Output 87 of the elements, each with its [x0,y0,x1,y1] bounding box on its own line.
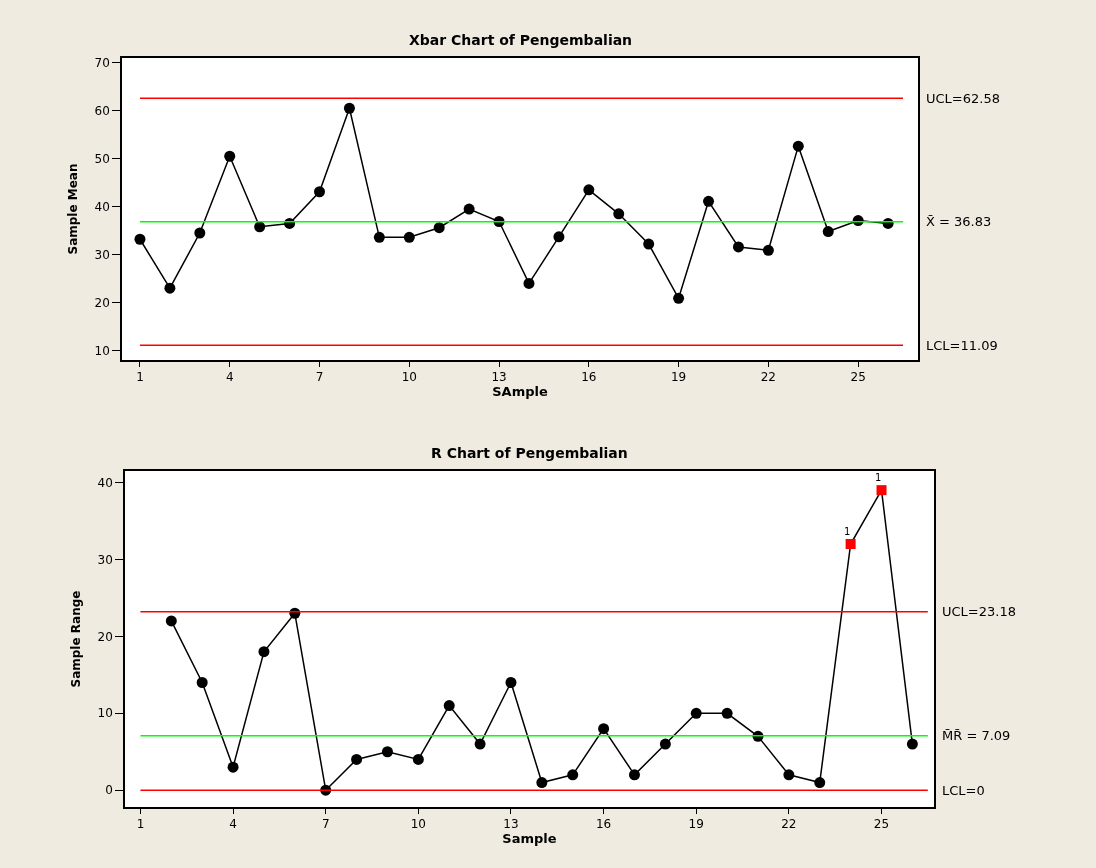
x-tick-label: 25 [850,370,866,385]
x-tick-label: 16 [595,817,612,832]
y-tick-label: 50 [94,151,110,166]
x-tick-label: 4 [225,370,234,385]
point [373,231,385,243]
point [598,723,610,735]
point [721,707,733,719]
point [165,615,177,627]
x-tick-label: 4 [229,817,237,832]
point [583,184,595,196]
chart-title: R Chart of Pengembalian [431,445,628,461]
annotation: 1 [875,472,882,483]
point [703,195,715,207]
ref-line-label: LCL=11.09 [926,338,998,353]
point [845,539,856,550]
point [403,231,415,243]
point [567,769,579,781]
point [690,707,702,719]
y-tick-label: 20 [94,295,110,310]
y-axis-title: Sample Range [69,590,84,688]
point [224,150,236,162]
x-tick-label: 10 [410,817,426,832]
x-axis-title: Sample [502,831,557,847]
point [628,769,640,781]
ref-line-label: X̄ = 36.83 [926,214,992,229]
x-tick-label: 1 [136,370,144,385]
annotation: 1 [844,526,851,537]
point [822,226,834,238]
point [463,203,475,215]
x-tick-label: 7 [321,817,330,832]
point [613,208,625,220]
x-axis-title: SAmple [492,384,548,400]
y-tick-label: 30 [97,552,113,567]
point [659,738,671,750]
point [474,738,486,750]
point [814,777,826,789]
y-tick-label: 20 [97,629,113,644]
x-tick-label: 22 [781,817,797,832]
point [792,140,804,152]
y-tick-label: 0 [105,783,113,798]
point [783,769,795,781]
point [343,102,355,114]
ref-line-label: M̄R̄ = 7.09 [942,728,1011,743]
y-tick-label: 10 [94,343,110,358]
y-tick-label: 70 [94,55,110,70]
y-tick-label: 40 [94,199,110,214]
x-tick-label: 19 [688,817,704,832]
point [536,777,548,789]
point [906,738,918,750]
point [553,231,565,243]
point [412,753,424,765]
x-tick-label: 10 [401,370,417,385]
point [732,241,744,253]
point [673,292,685,304]
point [876,485,887,496]
x-tick-label: 16 [581,370,597,385]
point [643,238,655,250]
point [381,746,393,758]
point [227,761,239,773]
y-tick-label: 60 [94,103,110,118]
ref-line-label: LCL=0 [942,783,985,798]
x-tick-label: 13 [503,817,519,832]
x-tick-label: 13 [491,370,507,385]
point [523,277,535,289]
point [164,282,176,294]
y-tick-label: 30 [94,247,110,262]
point [258,646,270,658]
ref-line-label: UCL=62.58 [926,91,1000,106]
point [196,677,208,688]
x-tick-label: 22 [760,370,777,385]
point [351,753,363,765]
point [443,700,455,712]
y-tick-label: 40 [97,475,113,490]
point [194,227,206,239]
x-tick-label: 1 [136,817,145,832]
ref-line-label: UCL=23.18 [942,604,1016,619]
x-tick-label: 19 [670,370,687,385]
point [134,233,146,245]
point [505,677,517,688]
y-tick-label: 10 [97,706,113,721]
x-tick-label: 7 [315,370,324,385]
point [314,186,325,198]
point [762,244,774,256]
y-axis-title: Sample Mean [66,163,81,255]
x-tick-label: 25 [873,817,890,832]
point [433,222,445,234]
chart-title: Xbar Chart of Pengembalian [409,32,633,48]
